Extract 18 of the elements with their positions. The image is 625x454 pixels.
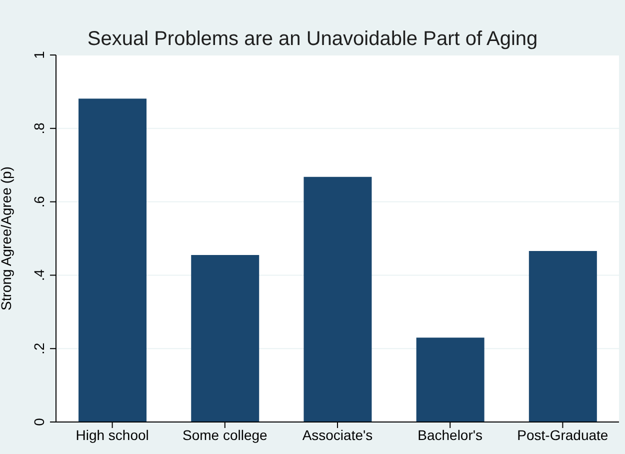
chart-title: Sexual Problems are an Unavoidable Part of Aging xyxy=(86,28,539,51)
y-tick-label: 1 xyxy=(31,50,47,59)
bar xyxy=(528,250,597,422)
x-tick-label: Some college xyxy=(182,426,268,443)
x-tick-label: Bachelor's xyxy=(418,426,483,443)
y-tick-label: 0 xyxy=(31,418,47,426)
bar xyxy=(416,338,484,422)
x-tick-label: Associate's xyxy=(302,426,373,443)
bar xyxy=(191,255,260,422)
y-tick-label: .2 xyxy=(31,342,47,354)
y-tick-label: .4 xyxy=(31,269,47,282)
x-tick-label: High school xyxy=(76,426,149,443)
bar xyxy=(78,98,147,422)
x-tick-label: Post-Graduate xyxy=(517,426,608,443)
y-tick-label: .8 xyxy=(31,122,47,134)
y-tick-label: .6 xyxy=(31,196,47,208)
y-axis-title: Strong Agree/Agree (p) xyxy=(0,166,14,310)
bar xyxy=(304,176,372,422)
